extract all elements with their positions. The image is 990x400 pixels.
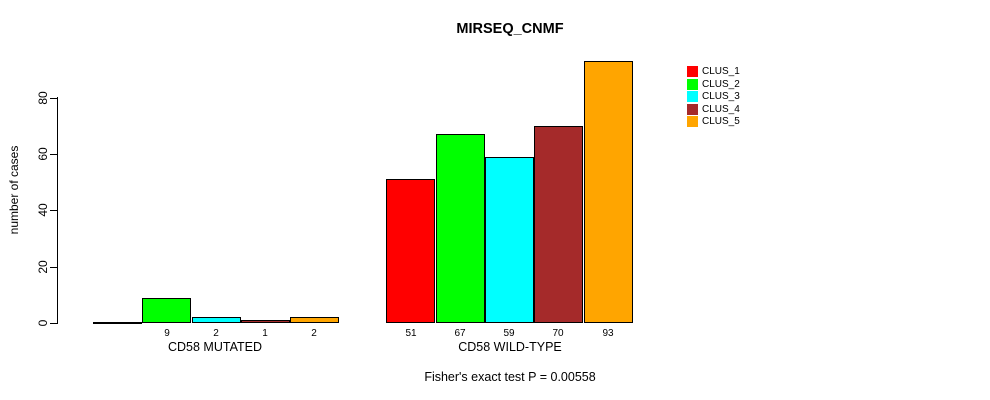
group-label-mutated: CD58 MUTATED: [168, 340, 262, 354]
legend-swatch-clus_3: [687, 91, 698, 102]
bar-value-label-clus_2-group2: 67: [454, 328, 466, 339]
bar-clus_3-group2: [485, 157, 534, 323]
y-tick-label-80: 80: [36, 91, 50, 105]
bar-clus_4-group1: [241, 320, 290, 323]
bar-value-label-clus_5-group2: 93: [602, 328, 614, 339]
legend-label-clus_4: CLUS_4: [702, 104, 740, 115]
y-tick-20: [50, 267, 57, 268]
bar-value-label-clus_4-group1: 1: [262, 328, 268, 339]
y-tick-0: [50, 323, 57, 324]
y-axis-title: number of cases: [7, 145, 21, 235]
legend-label-clus_5: CLUS_5: [702, 116, 740, 127]
bar-value-label-clus_3-group1: 2: [213, 328, 219, 339]
fisher-test-annotation: Fisher's exact test P = 0.00558: [424, 370, 596, 384]
y-tick-label-60: 60: [36, 147, 50, 161]
y-tick-label-40: 40: [36, 203, 50, 217]
bar-clus_1-group2: [386, 179, 435, 323]
bar-clus_5-group1: [290, 317, 339, 323]
bar-value-label-clus_4-group2: 70: [552, 328, 564, 339]
bar-value-label-clus_3-group2: 59: [503, 328, 515, 339]
bar-clus_2-group1: [142, 298, 191, 323]
legend-swatch-clus_1: [687, 66, 698, 77]
y-tick-60: [50, 154, 57, 155]
y-tick-80: [50, 98, 57, 99]
bar-clus_2-group2: [436, 134, 485, 323]
y-tick-label-0: 0: [36, 319, 50, 327]
legend-label-clus_1: CLUS_1: [702, 66, 740, 77]
bar-clus_5-group2: [584, 61, 633, 323]
bar-value-label-clus_5-group1: 2: [311, 328, 317, 339]
legend-label-clus_3: CLUS_3: [702, 91, 740, 102]
y-tick-label-20: 20: [36, 260, 50, 274]
legend-swatch-clus_2: [687, 79, 698, 90]
group-label-wild-type: CD58 WILD-TYPE: [458, 340, 562, 354]
y-tick-40: [50, 210, 57, 211]
legend-swatch-clus_4: [687, 104, 698, 115]
bar-value-label-clus_1-group2: 51: [405, 328, 417, 339]
bar-value-label-clus_2-group1: 9: [164, 328, 170, 339]
legend-swatch-clus_5: [687, 116, 698, 127]
bar-clus_3-group1: [192, 317, 241, 323]
chart-title: MIRSEQ_CNMF: [456, 21, 564, 37]
legend-label-clus_2: CLUS_2: [702, 79, 740, 90]
bar-clus_1-group1: [93, 322, 142, 324]
bar-clus_4-group2: [534, 126, 583, 323]
y-axis-line: [57, 97, 58, 324]
